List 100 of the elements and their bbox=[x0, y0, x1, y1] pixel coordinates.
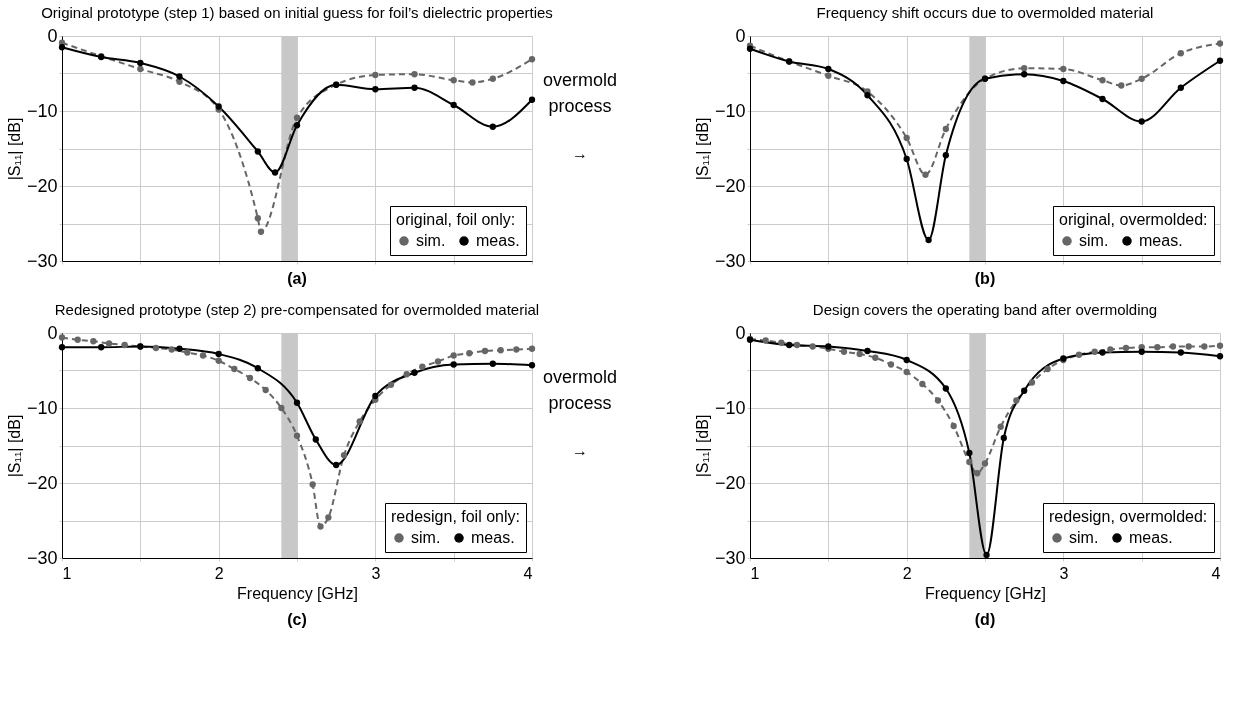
point bbox=[309, 481, 316, 488]
point bbox=[469, 79, 476, 86]
point bbox=[293, 399, 301, 406]
point bbox=[293, 122, 301, 129]
text: overmold process bbox=[542, 367, 618, 413]
legend-label: sim. bbox=[1069, 529, 1099, 546]
y-tick-label: −10 bbox=[26, 100, 58, 121]
point bbox=[372, 86, 379, 93]
point bbox=[1060, 65, 1067, 73]
point bbox=[942, 385, 949, 392]
legend-title: redesign, overmolded: bbox=[1049, 508, 1208, 525]
point bbox=[356, 418, 363, 425]
point bbox=[254, 365, 261, 372]
y-axis-title: |S₁₁| [dB] bbox=[5, 117, 23, 181]
text: overmold process bbox=[542, 70, 618, 116]
point bbox=[966, 449, 973, 457]
x-axis-title: Frequency [GHz] bbox=[237, 584, 358, 602]
x-tick-label: 1 bbox=[750, 564, 760, 582]
point bbox=[489, 360, 496, 367]
point bbox=[278, 404, 285, 412]
x-tick-label: 2 bbox=[214, 564, 224, 582]
point bbox=[497, 347, 504, 354]
point bbox=[411, 71, 418, 78]
point bbox=[942, 152, 949, 159]
point bbox=[1138, 348, 1145, 355]
point bbox=[450, 361, 457, 368]
point bbox=[825, 65, 832, 73]
point bbox=[387, 381, 395, 388]
point bbox=[983, 551, 990, 559]
y-tick-label: −10 bbox=[714, 397, 746, 418]
legend-label: meas. bbox=[471, 529, 515, 546]
text: (c) bbox=[287, 611, 307, 628]
point bbox=[864, 92, 871, 99]
point bbox=[58, 334, 66, 341]
point bbox=[411, 84, 418, 91]
x-tick-label: 4 bbox=[523, 564, 533, 582]
y-axis-title: |S₁₁| [dB] bbox=[693, 414, 711, 478]
point bbox=[903, 356, 910, 364]
point bbox=[856, 350, 863, 358]
y-tick-label: −20 bbox=[26, 175, 58, 196]
point bbox=[1216, 57, 1224, 64]
legend-label: sim. bbox=[1079, 232, 1109, 249]
point bbox=[90, 338, 97, 345]
y-tick-label: −20 bbox=[714, 175, 746, 196]
point bbox=[168, 346, 175, 353]
point bbox=[254, 215, 261, 222]
text: → bbox=[572, 442, 588, 459]
point bbox=[1177, 349, 1184, 356]
point bbox=[1122, 344, 1130, 352]
point bbox=[450, 101, 457, 109]
y-tick-label: 0 bbox=[735, 25, 746, 46]
y-tick-label: 0 bbox=[47, 25, 58, 46]
point bbox=[919, 380, 926, 388]
point bbox=[1044, 365, 1051, 373]
point bbox=[1075, 351, 1083, 358]
point bbox=[317, 523, 324, 530]
point bbox=[257, 228, 265, 235]
point bbox=[481, 347, 489, 355]
y-tick-label: 0 bbox=[47, 322, 58, 343]
point bbox=[786, 341, 793, 349]
point bbox=[513, 346, 520, 353]
point bbox=[1021, 387, 1028, 394]
x-tick-label: 3 bbox=[1059, 564, 1069, 582]
point bbox=[199, 352, 207, 359]
point bbox=[254, 148, 261, 155]
point bbox=[1138, 75, 1145, 82]
point bbox=[489, 123, 496, 130]
y-tick-label: −30 bbox=[26, 250, 58, 271]
point bbox=[58, 344, 66, 351]
legend-label: sim. bbox=[416, 232, 446, 249]
point bbox=[925, 236, 932, 244]
point bbox=[1154, 344, 1161, 351]
chart-title: Frequency shift occurs due to overmolded material bbox=[816, 4, 1154, 21]
point bbox=[74, 336, 81, 343]
point bbox=[340, 452, 348, 459]
point bbox=[1013, 397, 1020, 404]
point bbox=[105, 340, 113, 347]
point bbox=[903, 134, 910, 142]
point bbox=[176, 73, 183, 80]
text: (d) bbox=[974, 611, 996, 628]
point bbox=[864, 347, 871, 355]
x-tick-label: 1 bbox=[62, 564, 72, 582]
legend-label: meas. bbox=[476, 232, 520, 249]
point bbox=[231, 365, 238, 373]
chart-title: Original prototype (step 1) based on initial guess for foil’s dielectric properties bbox=[41, 4, 553, 21]
point bbox=[778, 339, 785, 346]
point bbox=[809, 343, 816, 350]
point bbox=[1138, 118, 1145, 125]
legend-label: sim. bbox=[411, 529, 441, 546]
text: (a) bbox=[287, 270, 307, 287]
point bbox=[1099, 349, 1106, 356]
point bbox=[528, 56, 536, 63]
legend-title: original, foil only: bbox=[396, 211, 516, 228]
point bbox=[411, 369, 418, 376]
point bbox=[981, 460, 989, 467]
point bbox=[1216, 353, 1224, 360]
x-tick-label: 2 bbox=[902, 564, 912, 582]
point bbox=[1028, 379, 1036, 386]
point bbox=[137, 59, 144, 67]
point bbox=[1169, 343, 1177, 350]
